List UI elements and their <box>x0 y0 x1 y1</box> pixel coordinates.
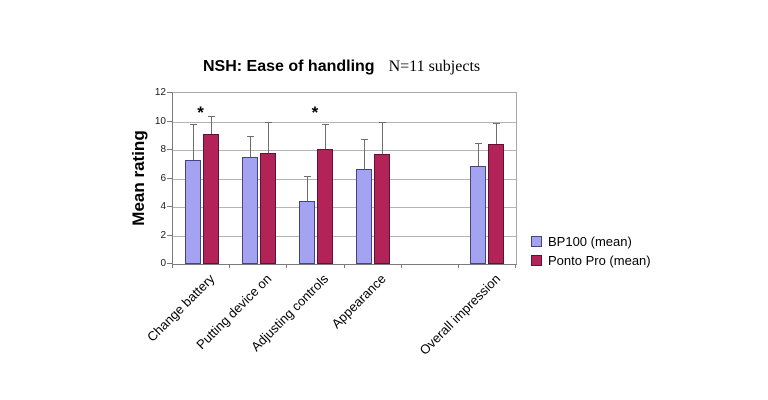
y-axis-tick <box>167 263 172 264</box>
error-bar <box>382 121 384 155</box>
chart-subtitle: N=11 subjects <box>388 58 481 75</box>
y-axis-tick <box>167 234 172 236</box>
bar-ponto-pro <box>316 148 333 264</box>
category-label: Appearance <box>328 271 389 332</box>
y-tick-label: 4 <box>160 201 166 212</box>
y-axis-tick <box>167 92 172 93</box>
error-bar-cap <box>493 122 501 124</box>
bar-ponto-pro <box>488 144 505 264</box>
x-axis-tick <box>515 264 516 268</box>
legend-item-ponto-pro: Ponto Pro (mean) <box>531 251 651 269</box>
y-tick-label: 10 <box>154 115 166 127</box>
bar-bp100 <box>241 157 258 264</box>
legend-label-bp100: BP100 (mean) <box>548 233 632 249</box>
error-bar <box>306 175 308 202</box>
error-bar <box>267 121 269 153</box>
gridline <box>173 235 516 237</box>
error-bar <box>364 138 366 169</box>
y-axis-tick <box>167 149 172 150</box>
y-tick-label: 6 <box>160 172 166 184</box>
bar-bp100 <box>184 159 201 264</box>
legend-swatch-ponto-pro <box>531 254 542 266</box>
error-bar-cap <box>321 124 329 126</box>
legend-swatch-bp100 <box>531 235 542 247</box>
y-tick-label: 8 <box>160 144 166 155</box>
error-bar-cap <box>303 175 311 177</box>
bar-bp100 <box>356 168 373 264</box>
error-bar <box>210 115 212 135</box>
legend: BP100 (mean) Ponto Pro (mean) <box>531 232 651 270</box>
x-axis-tick <box>229 264 230 268</box>
plot-area <box>172 92 517 265</box>
y-tick-label: 12 <box>154 87 166 98</box>
error-bar-cap <box>379 121 387 123</box>
x-axis-tick <box>286 264 287 268</box>
x-axis-tick <box>172 264 173 268</box>
x-axis-tick <box>344 264 345 268</box>
gridline <box>173 121 516 123</box>
error-bar <box>496 122 498 145</box>
bar-ponto-pro <box>202 134 219 264</box>
bar-bp100 <box>298 201 315 264</box>
gridline <box>173 207 516 208</box>
error-bar-cap <box>207 115 215 117</box>
category-label: Overall impression <box>416 271 504 358</box>
x-axis-tick <box>401 264 402 268</box>
error-bar-cap <box>246 135 254 137</box>
error-bar-cap <box>189 124 197 126</box>
error-bar <box>478 142 480 166</box>
chart-title-row: NSH: Ease of handling N=11 subjects <box>203 58 480 76</box>
bar-bp100 <box>470 165 487 264</box>
legend-item-bp100: BP100 (mean) <box>531 232 651 250</box>
significance-asterisk: * <box>197 102 204 122</box>
error-bar-cap <box>361 138 369 140</box>
bar-ponto-pro <box>259 152 276 264</box>
gridline <box>173 150 516 151</box>
y-axis-tick <box>167 206 172 207</box>
y-tick-label: 0 <box>160 258 166 269</box>
y-axis-tick <box>167 177 172 179</box>
error-bar-cap <box>475 142 483 144</box>
x-axis-tick <box>458 264 459 268</box>
y-tick-label: 2 <box>160 229 166 241</box>
gridline <box>173 178 516 180</box>
legend-label-ponto-pro: Ponto Pro (mean) <box>548 252 651 268</box>
y-axis-tick <box>167 120 172 122</box>
bar-ponto-pro <box>374 154 391 264</box>
error-bar-cap <box>264 121 272 123</box>
chart-title: NSH: Ease of handling <box>203 58 375 75</box>
significance-asterisk: * <box>311 102 319 122</box>
error-bar <box>192 124 194 160</box>
error-bar <box>324 124 326 149</box>
error-bar <box>249 135 251 158</box>
